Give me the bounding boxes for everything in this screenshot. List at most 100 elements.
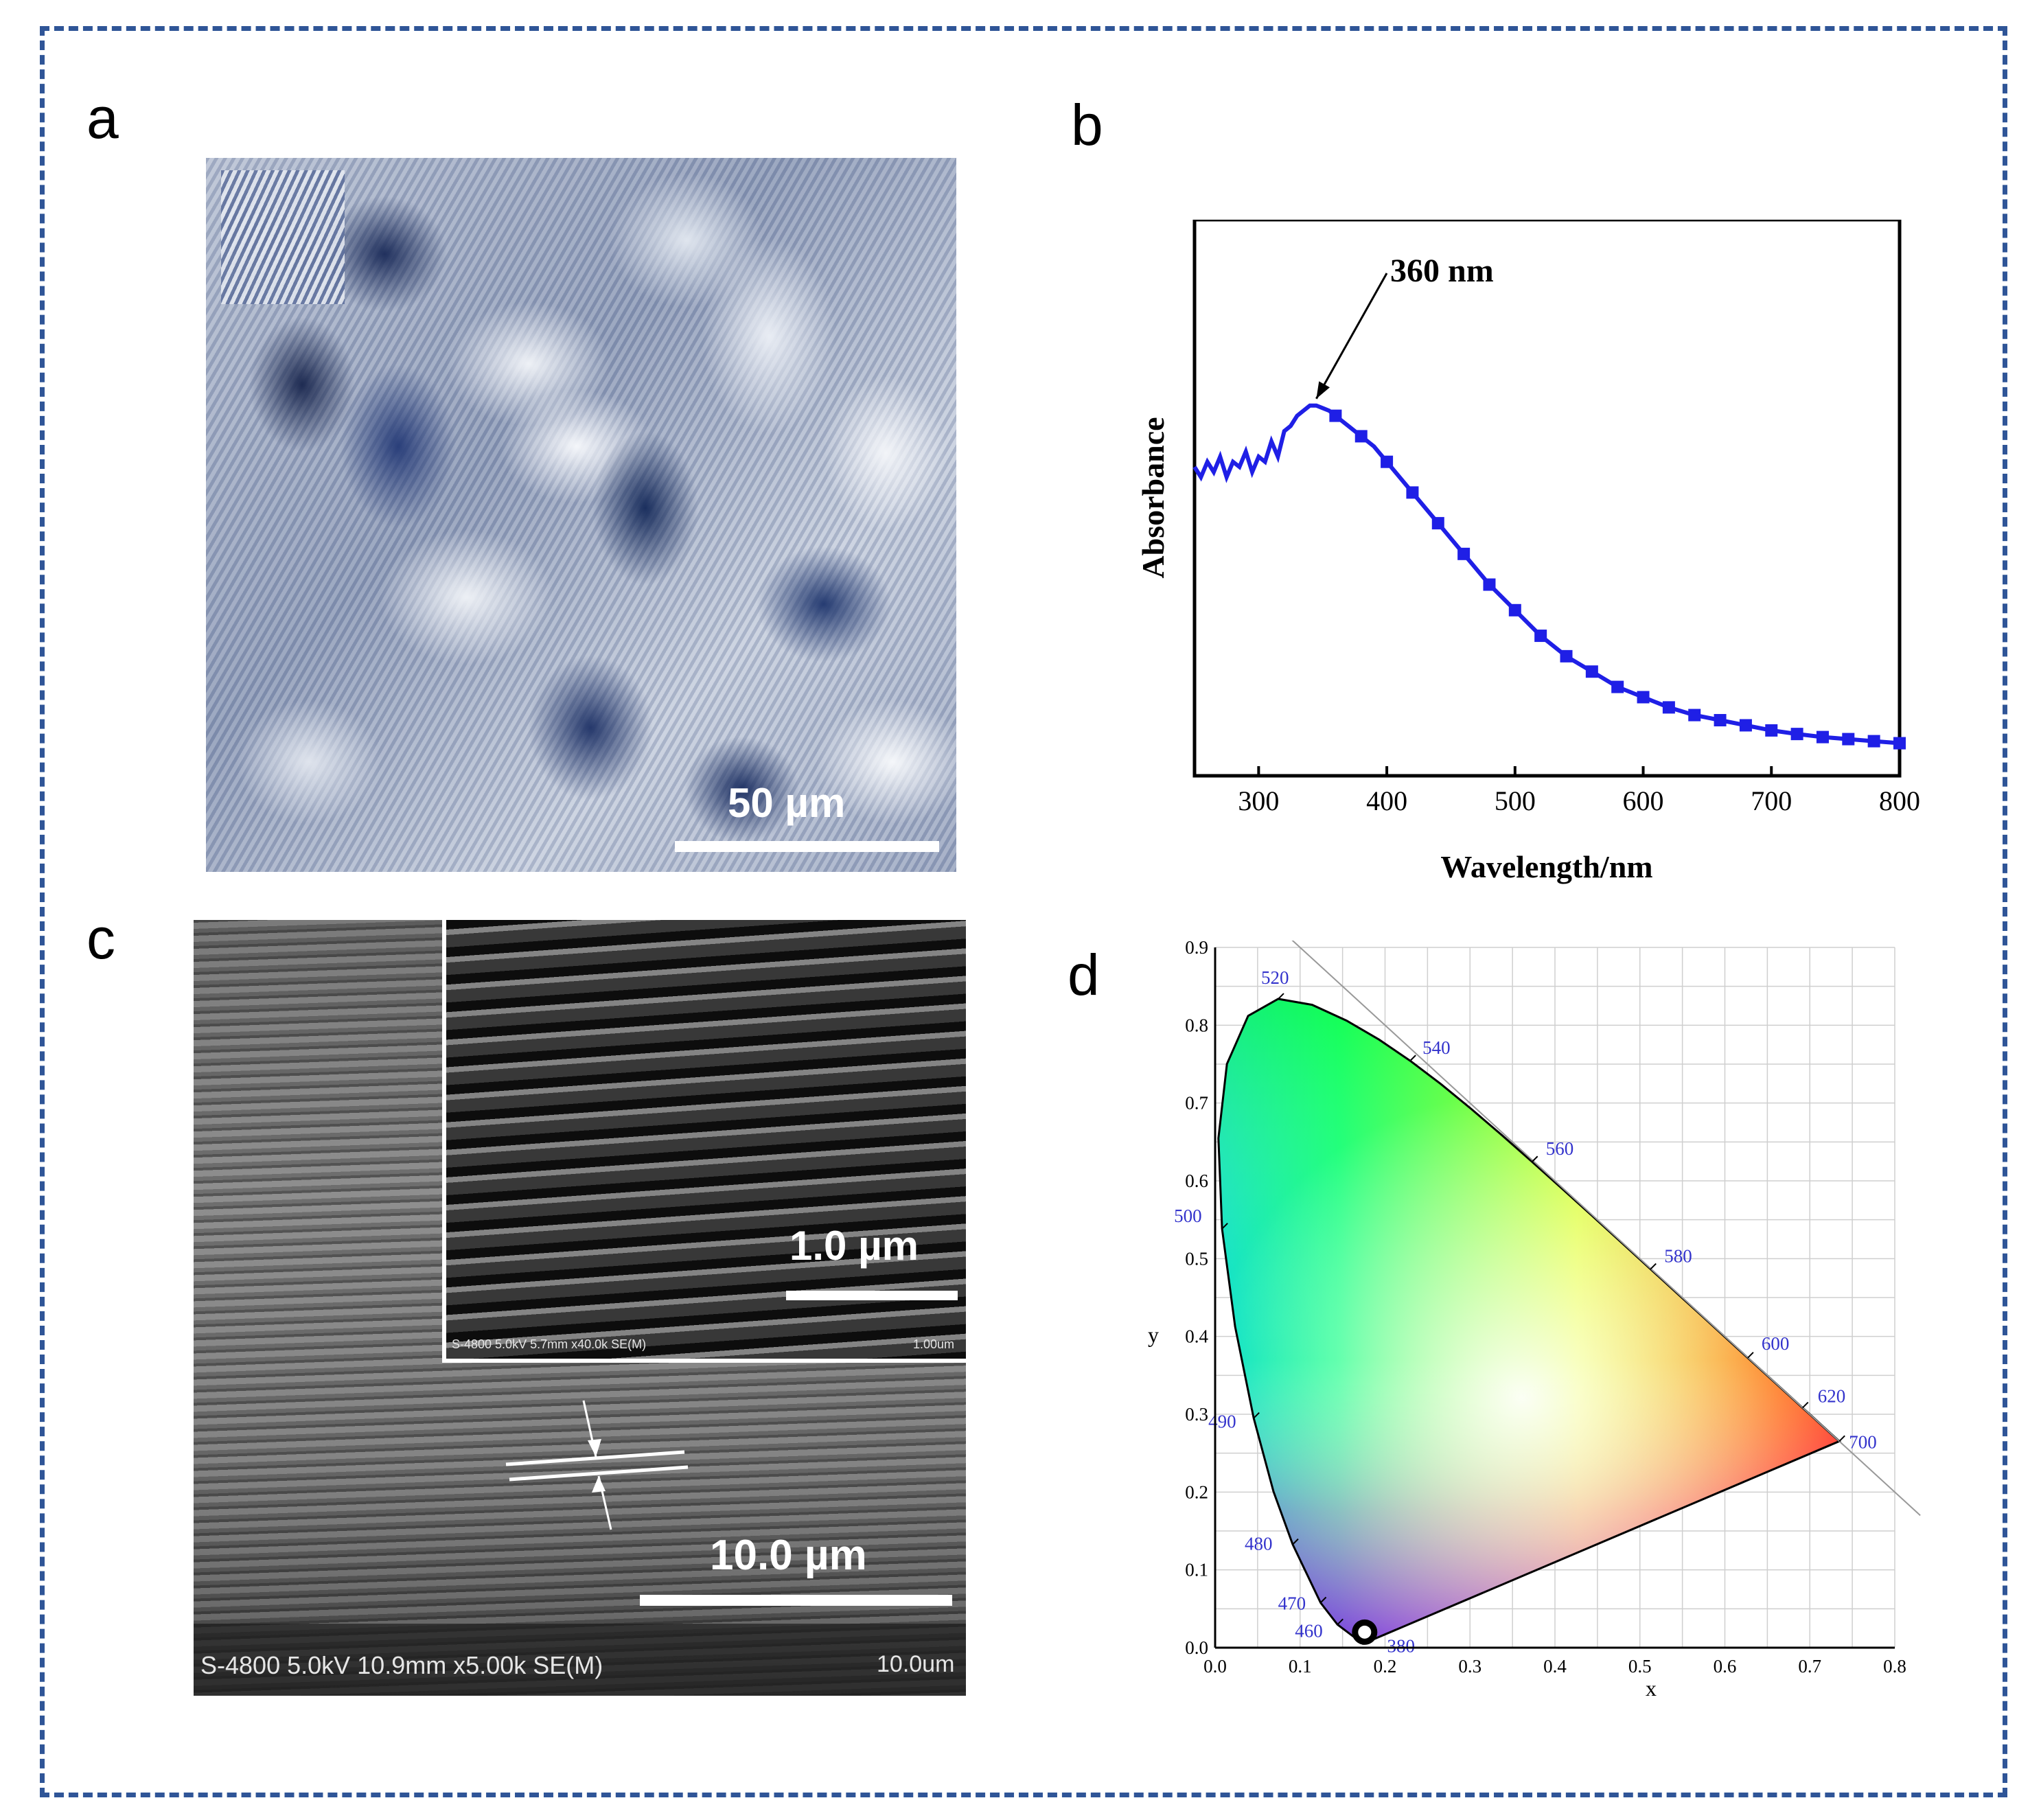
wavelength-label: 700 [1849,1431,1877,1452]
panel-d-xlabel: x [1646,1676,1657,1701]
panel-c-inset: 1.0 µm S-4800 5.0kV 5.7mm x40.0k SE(M) 1… [442,920,966,1363]
absorbance-marker [1765,724,1778,737]
x-tick-label: 0.1 [1289,1656,1312,1677]
absorbance-marker [1483,578,1496,591]
wavelength-label: 500 [1174,1206,1202,1226]
absorbance-marker [1611,680,1624,693]
x-tick-label: 0.7 [1798,1656,1821,1677]
cie-coordinate-point [1352,1619,1378,1645]
absorbance-marker [1637,691,1650,704]
wavelength-label: 490 [1208,1412,1236,1432]
panel-b-xlabel: Wavelength/nm [1440,849,1652,884]
panel-label-a: a [87,86,119,150]
panel-c-main-scale-bar [640,1595,952,1606]
y-tick-label: 0.5 [1185,1248,1208,1269]
x-tick-label: 700 [1751,785,1792,816]
absorbance-marker [1406,486,1419,499]
absorbance-marker [1842,733,1855,746]
locus-tick [1650,1263,1657,1270]
panel-b-chart: 300 400 500 600 700 800 360 nm Wavelength/nm … [1135,220,1920,884]
absorbance-marker [1585,665,1598,678]
absorbance-marker [1457,547,1471,560]
panel-d-ylabel: y [1148,1322,1159,1347]
x-tick-label: 500 [1495,785,1536,816]
x-tick-label: 800 [1879,785,1920,816]
y-tick-label: 0.2 [1185,1482,1208,1502]
panel-d-chart: 380460470480490500520540560580600620700 … [1148,941,1921,1701]
panel-a-inset [221,170,345,304]
y-tick-label: 0.3 [1185,1404,1208,1425]
wavelength-label: 540 [1422,1037,1451,1058]
panel-a-scale-label: 50 µm [728,780,846,826]
absorbance-marker [1662,701,1675,714]
y-tick-label: 0.8 [1185,1015,1208,1035]
x-tick-label: 400 [1366,785,1407,816]
x-tick-label: 0.8 [1883,1656,1906,1677]
wavelength-label: 380 [1387,1635,1415,1656]
locus-tick [1221,1223,1228,1230]
y-tick-label: 0.1 [1185,1560,1208,1580]
locus-tick [1337,1618,1344,1626]
wavelength-label: 600 [1762,1333,1790,1354]
panel-b-ylabel: Absorbance [1135,417,1171,578]
panel-c-sem-info: S-4800 5.0kV 10.9mm x5.00k SE(M) [200,1651,603,1679]
locus-tick [1838,1435,1845,1442]
panel-a-scale-bar [675,841,939,852]
locus-tick [1802,1401,1809,1409]
y-tick-label: 0.0 [1185,1637,1208,1658]
wavelength-label: 620 [1818,1386,1846,1407]
panel-label-d: d [1068,943,1100,1007]
absorbance-marker [1688,709,1701,722]
panel-c-inset-info: S-4800 5.0kV 5.7mm x40.0k SE(M) [452,1337,647,1351]
wavelength-label: 560 [1546,1138,1574,1159]
peak-annotation-label: 360 nm [1390,253,1494,289]
panel-label-c: c [87,906,115,971]
x-tick-label: 0.6 [1714,1656,1737,1677]
locus-tick [1747,1352,1754,1359]
absorbance-marker [1431,517,1444,530]
wavelength-label: 470 [1278,1593,1306,1613]
y-tick-label: 0.4 [1185,1326,1208,1347]
locus-tick [1253,1412,1260,1419]
absorbance-marker [1560,649,1573,663]
y-tick-label: 0.9 [1185,941,1208,958]
wavelength-label: 580 [1664,1246,1692,1267]
wavelength-label: 520 [1261,967,1289,988]
peak-annotation-arrow [1315,273,1388,400]
absorbance-marker [1329,409,1342,422]
x-tick-label: 300 [1238,785,1279,816]
y-tick-label: 0.6 [1185,1171,1208,1191]
x-tick-label: 0.3 [1458,1656,1481,1677]
panel-label-b: b [1071,93,1103,157]
panel-c-inset-info-scale: 1.00um [913,1337,955,1351]
absorbance-marker [1534,630,1547,643]
locus-tick [1278,993,1284,1000]
panel-c-main-scale-label: 10.0 µm [710,1532,867,1579]
diagonal-line [1291,941,1921,1517]
locus-tick [1292,1538,1299,1545]
absorbance-marker [1867,735,1880,748]
absorbance-marker [1354,430,1368,443]
panel-c-sem-scale: 10.0um [877,1651,955,1677]
absorbance-marker [1893,737,1906,750]
panel-a-micrograph: 50 µm [206,158,956,872]
y-tick-label: 0.7 [1185,1093,1208,1114]
locus-tick [1319,1596,1327,1604]
figure-frame [40,26,2007,1797]
x-tick-label: 0.5 [1628,1656,1652,1677]
x-tick-label: 600 [1623,785,1664,816]
panel-c-inset-scale-label: 1.0 µm [789,1223,919,1269]
wavelength-label: 460 [1295,1620,1323,1641]
absorbance-marker [1714,714,1727,727]
peak-annotation-arrowhead [1316,381,1330,399]
x-tick-label: 0.4 [1543,1656,1567,1677]
absorbance-marker [1790,728,1803,741]
x-tick-label: 0.0 [1203,1656,1227,1677]
panel-c-inset-scale-bar [786,1291,958,1300]
wavelength-label: 480 [1245,1534,1273,1554]
panel-b-plot-area [1192,220,1902,778]
x-tick-label: 0.2 [1374,1656,1397,1677]
panel-c-sem-databar [194,1624,966,1696]
layer-spacing-marker [505,1400,689,1530]
absorbance-marker [1508,603,1521,617]
